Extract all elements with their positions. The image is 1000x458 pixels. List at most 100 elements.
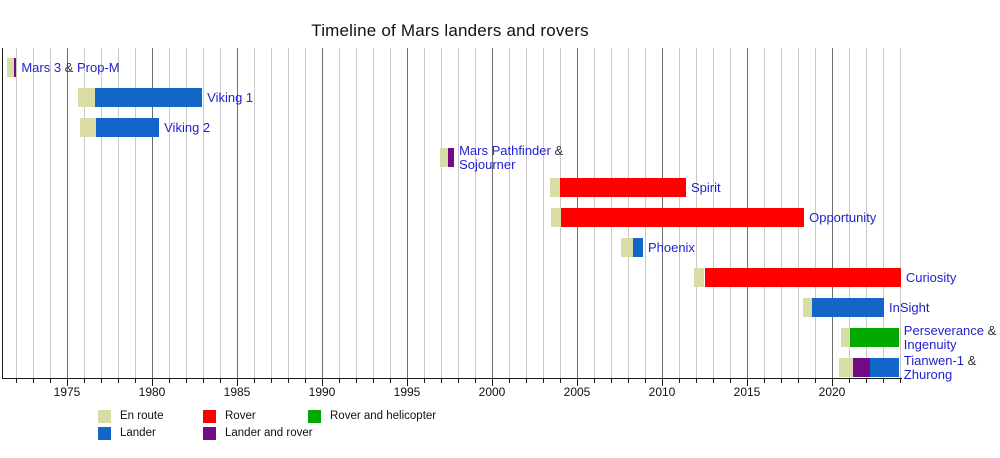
gridline-1986 (254, 48, 255, 378)
opportunity-en-route-bar (550, 208, 561, 227)
mission-label-text[interactable]: Zhurong (903, 366, 953, 382)
mission-label-viking-1[interactable]: Viking 1 (207, 89, 254, 105)
mission-label-tianwen-1-zhurong[interactable]: Tianwen-1 & Zhurong (903, 352, 977, 382)
spirit-en-route-bar (549, 178, 560, 197)
gridline-1996 (424, 48, 425, 378)
axis-tick-2014 (730, 379, 731, 383)
viking-1-lander-bar (95, 88, 203, 107)
mission-label-text[interactable]: Curiosity (905, 269, 957, 285)
legend-swatch-lander-and-rover (203, 427, 216, 440)
axis-tick-1997 (441, 379, 442, 383)
mission-label-opportunity[interactable]: Opportunity (809, 209, 877, 225)
perseverance-ingenuity-rover-and-helicopter-bar (850, 328, 899, 347)
gridline-1990 (322, 48, 323, 378)
legend-label-lander-and-rover: Lander and rover (225, 427, 313, 439)
gridline-1978 (118, 48, 119, 378)
mission-label-text[interactable]: Tianwen-1 (903, 352, 968, 368)
legend-swatch-rover-and-helicopter (308, 410, 321, 423)
gridline-2021 (849, 48, 850, 378)
mission-label-text[interactable]: InSight (889, 299, 930, 315)
mission-label-text[interactable]: Ingenuity (903, 336, 957, 352)
axis-label-1975: 1975 (53, 385, 81, 399)
gridline-1988 (288, 48, 289, 378)
mission-label-text[interactable]: Viking 2 (164, 119, 211, 135)
gridline-1977 (101, 48, 102, 378)
axis-tick-1977 (101, 379, 102, 383)
gridline-1976 (84, 48, 85, 378)
axis-tick-1975 (67, 379, 68, 386)
gridline-2000 (492, 48, 493, 378)
spirit-rover-bar (560, 178, 686, 197)
axis-tick-2023 (883, 379, 884, 383)
axis-tick-1993 (373, 379, 374, 383)
axis-tick-1990 (322, 379, 323, 386)
axis-tick-1979 (135, 379, 136, 383)
mission-label-text[interactable]: Prop-M (76, 59, 120, 75)
axis-tick-2008 (628, 379, 629, 383)
mission-label-text[interactable]: Mars 3 (21, 59, 65, 75)
axis-tick-1972 (16, 379, 17, 383)
axis-tick-2002 (526, 379, 527, 383)
gridline-2003 (543, 48, 544, 378)
gridline-1993 (373, 48, 374, 378)
mission-label-phoenix[interactable]: Phoenix (647, 239, 695, 255)
axis-tick-2003 (543, 379, 544, 383)
axis-tick-1989 (305, 379, 306, 383)
axis-tick-1986 (254, 379, 255, 383)
mission-label-perseverance-ingenuity[interactable]: Perseverance & Ingenuity (903, 322, 997, 352)
axis-tick-1998 (458, 379, 459, 383)
mission-label-curiosity[interactable]: Curiosity (905, 269, 957, 285)
axis-tick-1980 (152, 379, 153, 386)
mission-label-text[interactable]: Spirit (690, 179, 721, 195)
axis-tick-2012 (696, 379, 697, 383)
legend-label-rover: Rover (225, 410, 256, 422)
mission-label-text: & (554, 142, 564, 158)
axis-tick-1987 (271, 379, 272, 383)
axis-tick-1999 (475, 379, 476, 383)
viking-2-lander-bar (96, 118, 160, 137)
axis-label-2020: 2020 (818, 385, 846, 399)
mission-label-text: & (987, 322, 997, 338)
mission-label-text[interactable]: Opportunity (809, 209, 877, 225)
mission-label-text[interactable]: Viking 1 (207, 89, 254, 105)
mission-label-text: & (64, 59, 77, 75)
mission-label-mars-pathfinder-sojourner[interactable]: Mars Pathfinder & Sojourner (459, 142, 564, 172)
axis-tick-1973 (33, 379, 34, 383)
axis-tick-1995 (407, 379, 408, 386)
mission-label-spirit[interactable]: Spirit (690, 179, 721, 195)
axis-tick-2021 (849, 379, 850, 383)
plot-left-border (2, 48, 3, 378)
axis-tick-2013 (713, 379, 714, 383)
gridline-1983 (203, 48, 204, 378)
mission-label-insight[interactable]: InSight (889, 299, 930, 315)
mission-label-mars-3-prop-m[interactable]: Mars 3 & Prop-M (21, 59, 120, 75)
gridline-2002 (526, 48, 527, 378)
gridline-1982 (186, 48, 187, 378)
mars-3-prop-m-en-route-bar (6, 58, 15, 77)
mission-label-text[interactable]: Phoenix (647, 239, 695, 255)
axis-tick-2015 (747, 379, 748, 386)
mission-label-text[interactable]: Mars Pathfinder (459, 142, 555, 158)
legend-swatch-rover (203, 410, 216, 423)
mission-label-viking-2[interactable]: Viking 2 (164, 119, 211, 135)
legend-label-rover-and-helicopter: Rover and helicopter (330, 410, 437, 422)
axis-tick-2011 (679, 379, 680, 383)
axis-tick-2010 (662, 379, 663, 386)
gridline-1992 (356, 48, 357, 378)
axis-tick-1982 (186, 379, 187, 383)
axis-label-2010: 2010 (648, 385, 676, 399)
axis-label-1990: 1990 (308, 385, 336, 399)
axis-tick-2020 (832, 379, 833, 386)
axis-tick-2022 (866, 379, 867, 383)
gridline-1991 (339, 48, 340, 378)
mission-label-text[interactable]: Perseverance (903, 322, 988, 338)
tianwen-1-zhurong-lander-and-rover-bar (853, 358, 871, 377)
axis-tick-2007 (611, 379, 612, 383)
mission-label-text[interactable]: Sojourner (459, 156, 516, 172)
perseverance-ingenuity-en-route-bar (840, 328, 851, 347)
viking-1-en-route-bar (77, 88, 96, 107)
x-axis-line (2, 378, 902, 379)
axis-label-2005: 2005 (563, 385, 591, 399)
axis-tick-2000 (492, 379, 493, 386)
